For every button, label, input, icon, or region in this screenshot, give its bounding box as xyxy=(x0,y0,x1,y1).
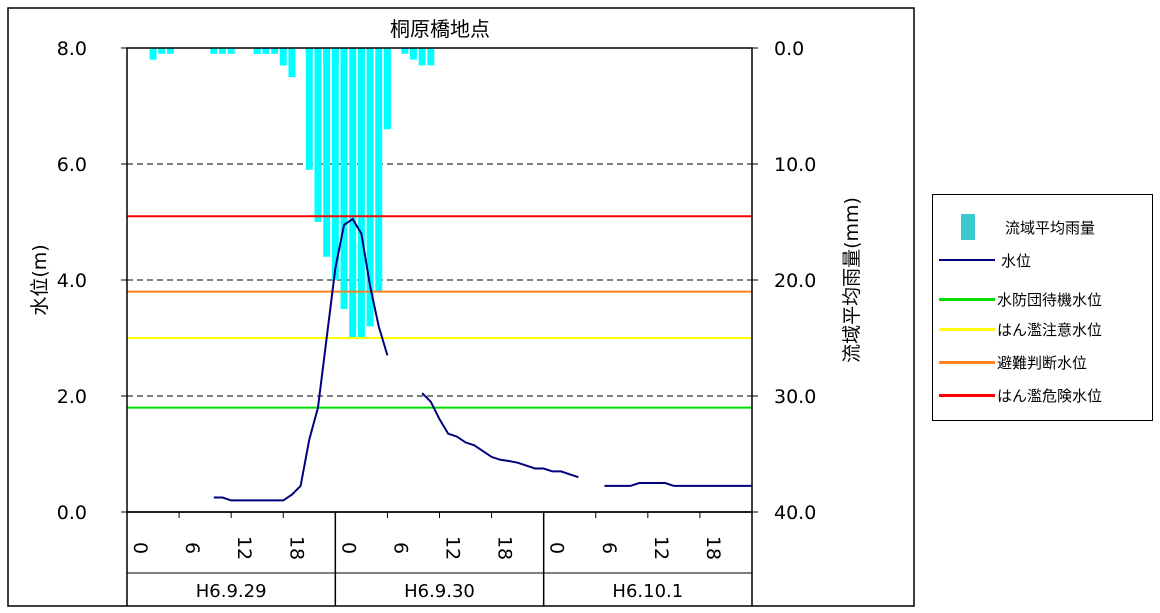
rain-bar xyxy=(340,48,348,309)
legend-standby-label: 水防団待機水位 xyxy=(997,290,1103,309)
rain-bar xyxy=(383,48,391,130)
water-level-line xyxy=(421,392,579,479)
rain-bar xyxy=(366,48,374,327)
legend: 流域平均雨量 水位 水防団待機水位 はん濫注意水位 避難判断水位 はん濫危険水位 xyxy=(932,194,1153,421)
legend-water-level-label: 水位 xyxy=(1001,251,1032,270)
rain-bar xyxy=(331,48,339,280)
rain-bar xyxy=(418,48,426,66)
y-tick-label-left: 0.0 xyxy=(57,502,87,524)
x-tick-label: 0 xyxy=(546,542,568,554)
legend-caution-swatch xyxy=(939,328,995,331)
rain-bar xyxy=(279,48,287,66)
date-label: H6.9.30 xyxy=(404,581,475,602)
legend-water-level-swatch xyxy=(939,259,995,261)
y-tick-label-left: 4.0 xyxy=(57,270,87,292)
y-tick-label-left: 6.0 xyxy=(57,154,87,176)
rain-bar xyxy=(288,48,296,77)
legend-item-standby: 水防団待機水位 xyxy=(939,289,1102,309)
x-tick-label: 18 xyxy=(494,536,516,560)
y-tick-label-right: 40.0 xyxy=(774,502,816,524)
rain-bar xyxy=(409,48,417,60)
legend-caution-label: はん濫注意水位 xyxy=(997,320,1103,339)
x-tick-label: 0 xyxy=(337,542,359,554)
rain-bar xyxy=(227,48,235,54)
rain-bar xyxy=(349,48,357,338)
rain-bar xyxy=(219,48,226,54)
legend-evacuation-swatch xyxy=(939,361,995,364)
x-tick-label: 18 xyxy=(702,536,724,560)
x-tick-label: 12 xyxy=(650,536,672,560)
y-tick-label-left: 8.0 xyxy=(57,38,87,60)
date-label: H6.9.29 xyxy=(196,581,267,602)
rain-bar xyxy=(253,48,261,54)
y-tick-label-left: 2.0 xyxy=(57,386,87,408)
y-axis-left-label: 水位(m) xyxy=(29,244,51,315)
legend-item-danger: はん濫危険水位 xyxy=(939,385,1102,405)
rain-bar xyxy=(323,48,331,257)
date-label: H6.10.1 xyxy=(612,581,683,602)
x-tick-label: 6 xyxy=(181,542,203,554)
legend-rain-label: 流域平均雨量 xyxy=(1005,218,1096,237)
legend-item-caution: はん濫注意水位 xyxy=(939,319,1102,339)
legend-danger-label: はん濫危険水位 xyxy=(997,386,1103,405)
rain-bar xyxy=(401,48,409,54)
legend-evacuation-label: 避難判断水位 xyxy=(997,353,1088,372)
rain-bar xyxy=(427,48,435,66)
rain-bar xyxy=(305,48,313,170)
rain-bar xyxy=(375,48,383,292)
legend-danger-swatch xyxy=(939,394,995,397)
legend-standby-swatch xyxy=(939,298,995,301)
legend-item-rain: 流域平均雨量 xyxy=(939,214,1096,240)
chart-frame xyxy=(7,7,915,607)
y-tick-label-right: 10.0 xyxy=(774,154,816,176)
y-axis-right-label: 流域平均雨量(mm) xyxy=(841,197,863,363)
legend-item-water-level: 水位 xyxy=(939,250,1031,270)
x-tick-label: 18 xyxy=(285,536,307,560)
y-tick-label-right: 30.0 xyxy=(774,386,816,408)
rain-bar xyxy=(149,48,157,60)
y-tick-label-right: 20.0 xyxy=(774,270,816,292)
rain-bar xyxy=(158,48,166,54)
rain-bar xyxy=(166,48,174,54)
legend-rain-swatch xyxy=(961,214,975,240)
legend-item-evacuation: 避難判断水位 xyxy=(939,352,1087,372)
x-tick-label: 12 xyxy=(233,536,255,560)
rain-bar xyxy=(271,48,279,54)
x-tick-label: 6 xyxy=(389,542,411,554)
water-level-line xyxy=(604,482,752,487)
rain-bar xyxy=(314,48,322,222)
y-tick-label-right: 0.0 xyxy=(774,38,804,60)
chart-title: 桐原橋地点 xyxy=(390,17,490,41)
x-tick-label: 6 xyxy=(598,542,620,554)
rain-bar xyxy=(262,48,270,54)
rain-bar xyxy=(357,48,365,338)
x-tick-label: 12 xyxy=(442,536,464,560)
water-level-line xyxy=(213,217,389,502)
rain-bar xyxy=(210,48,218,54)
x-tick-label: 0 xyxy=(129,542,151,554)
